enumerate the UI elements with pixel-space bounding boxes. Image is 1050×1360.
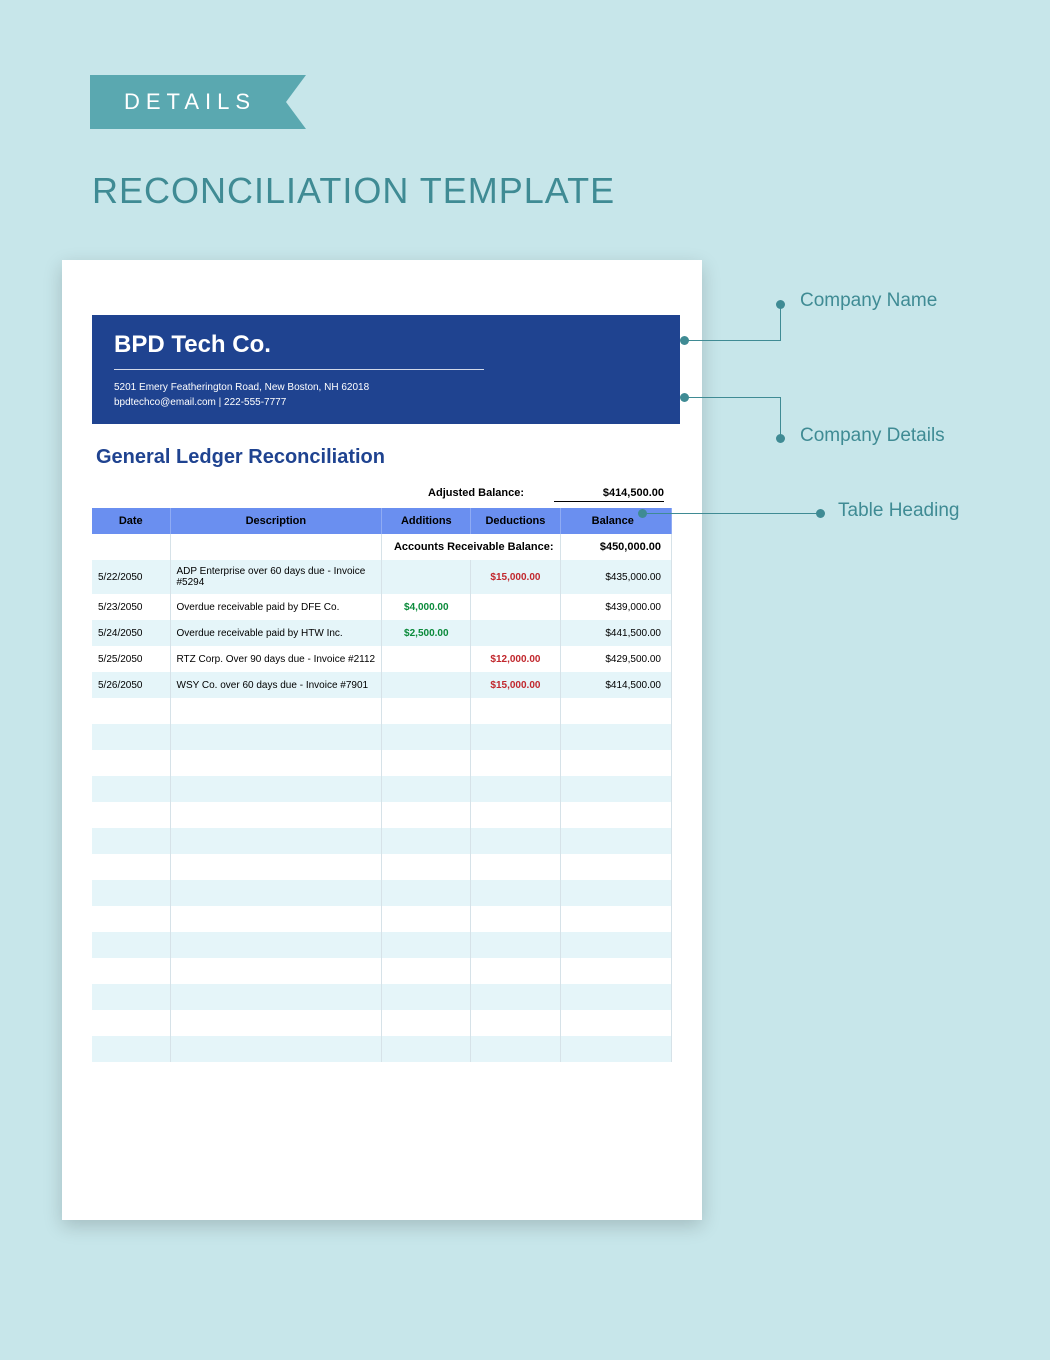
table-row: 5/26/2050WSY Co. over 60 days due - Invo… [92, 672, 672, 698]
ribbon-label: DETAILS [90, 75, 306, 129]
table-row: 5/24/2050Overdue receivable paid by HTW … [92, 620, 672, 646]
table-row [92, 880, 672, 906]
table-row [92, 1010, 672, 1036]
table-row [92, 724, 672, 750]
company-address: 5201 Emery Featherington Road, New Bosto… [114, 380, 658, 395]
callout-table-heading: Table Heading [838, 500, 959, 522]
ar-value: $450,000.00 [560, 534, 671, 560]
page-title: RECONCILIATION TEMPLATE [92, 170, 615, 212]
callout-line [685, 340, 780, 341]
col-deductions: Deductions [471, 508, 560, 534]
callout-company-details: Company Details [800, 425, 945, 447]
table-row: 5/25/2050RTZ Corp. Over 90 days due - In… [92, 646, 672, 672]
company-name: BPD Tech Co. [114, 331, 484, 370]
callout-dot [776, 300, 785, 309]
company-header: BPD Tech Co. 5201 Emery Featherington Ro… [92, 315, 680, 424]
ledger-table: Date Description Additions Deductions Ba… [92, 508, 672, 1062]
table-row [92, 776, 672, 802]
company-contact: bpdtechco@email.com | 222-555-7777 [114, 395, 658, 410]
table-row [92, 854, 672, 880]
col-additions: Additions [382, 508, 471, 534]
accounts-receivable-row: Accounts Receivable Balance: $450,000.00 [92, 534, 672, 560]
callout-line [780, 305, 781, 341]
section-title: General Ledger Reconciliation [96, 446, 672, 469]
adjusted-balance-value: $414,500.00 [554, 487, 664, 502]
table-row: 5/22/2050ADP Enterprise over 60 days due… [92, 560, 672, 594]
table-row [92, 802, 672, 828]
table-row [92, 984, 672, 1010]
callout-line [685, 397, 780, 398]
callout-dot [776, 434, 785, 443]
callout-line [780, 397, 781, 437]
col-balance: Balance [560, 508, 671, 534]
ar-label: Accounts Receivable Balance: [382, 534, 560, 560]
table-row [92, 906, 672, 932]
adjusted-balance-label: Adjusted Balance: [428, 487, 524, 502]
callout-line [643, 513, 820, 514]
table-row [92, 1036, 672, 1062]
callout-dot [816, 509, 825, 518]
table-row [92, 958, 672, 984]
details-ribbon: DETAILS [90, 75, 306, 129]
document-preview: BPD Tech Co. 5201 Emery Featherington Ro… [62, 260, 702, 1220]
table-row [92, 828, 672, 854]
callout-company-name: Company Name [800, 290, 937, 312]
col-description: Description [170, 508, 382, 534]
col-date: Date [92, 508, 170, 534]
table-row [92, 750, 672, 776]
table-row [92, 698, 672, 724]
table-row [92, 932, 672, 958]
table-header-row: Date Description Additions Deductions Ba… [92, 508, 672, 534]
table-row: 5/23/2050Overdue receivable paid by DFE … [92, 594, 672, 620]
adjusted-balance-row: Adjusted Balance: $414,500.00 [92, 483, 672, 508]
